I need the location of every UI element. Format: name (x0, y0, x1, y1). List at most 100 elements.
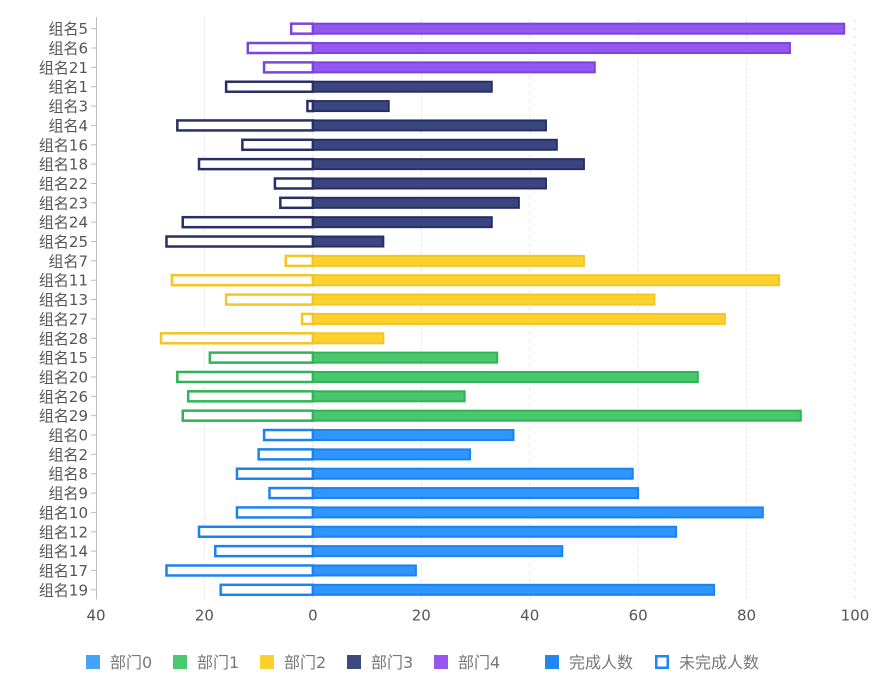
bar-completed[interactable] (311, 100, 390, 113)
legend-swatch (545, 655, 559, 669)
y-tick-label: 组名20 (39, 368, 88, 386)
bar-not-completed[interactable] (165, 564, 315, 577)
bar-completed[interactable] (311, 22, 846, 35)
bar-not-completed[interactable] (246, 41, 315, 55)
bar-not-completed[interactable] (219, 583, 315, 597)
y-tick-label: 组名21 (39, 59, 88, 77)
bar-completed[interactable] (311, 312, 726, 325)
bar-not-completed[interactable] (306, 99, 315, 113)
bars (159, 22, 846, 597)
bar-completed[interactable] (311, 506, 764, 519)
bar-not-completed[interactable] (257, 448, 315, 461)
y-tick-label: 组名12 (39, 523, 88, 541)
bar-completed[interactable] (311, 274, 781, 287)
y-tick-label: 组名26 (39, 388, 88, 406)
bar-completed[interactable] (311, 235, 385, 248)
bar-completed[interactable] (311, 80, 493, 93)
legend-item[interactable]: 部门3 (347, 653, 413, 672)
bar-not-completed[interactable] (181, 215, 315, 229)
y-tick-label: 组名2 (48, 446, 88, 464)
bar-not-completed[interactable] (289, 22, 315, 35)
bar-not-completed[interactable] (197, 157, 315, 171)
y-tick-label: 组名22 (39, 175, 88, 193)
bar-completed[interactable] (311, 196, 520, 209)
bar-completed[interactable] (311, 138, 558, 151)
bar-not-completed[interactable] (279, 196, 315, 210)
bar-completed[interactable] (311, 409, 802, 422)
y-tick-label: 组名18 (39, 156, 88, 174)
y-tick-label: 组名28 (39, 330, 88, 348)
y-tick-label: 组名14 (39, 543, 88, 561)
legend-label: 未完成人数 (679, 653, 759, 672)
legend-item[interactable]: 部门1 (173, 653, 239, 672)
bar-not-completed[interactable] (176, 370, 315, 384)
legend-item[interactable]: 部门0 (86, 653, 152, 672)
bar-completed[interactable] (311, 293, 656, 306)
bar-completed[interactable] (311, 583, 716, 596)
bar-not-completed[interactable] (235, 506, 315, 519)
bar-completed[interactable] (311, 370, 699, 383)
y-tick-label: 组名9 (48, 485, 88, 503)
y-tick-label: 组名16 (39, 136, 88, 154)
bar-completed[interactable] (311, 545, 564, 558)
legend-item[interactable]: 完成人数 (545, 653, 633, 672)
bar-completed[interactable] (311, 429, 515, 442)
bar-not-completed[interactable] (241, 138, 315, 152)
bar-not-completed[interactable] (262, 428, 315, 442)
bar-not-completed[interactable] (186, 390, 315, 403)
bar-completed[interactable] (311, 390, 466, 403)
bar-completed[interactable] (311, 448, 472, 461)
x-tick-label: 20 (195, 607, 214, 625)
y-tick-label: 组名23 (39, 194, 88, 212)
y-tick-label: 组名7 (48, 252, 88, 270)
legend-item[interactable]: 未完成人数 (655, 653, 759, 672)
bar-not-completed[interactable] (197, 525, 315, 539)
bar-not-completed[interactable] (300, 312, 315, 326)
x-tick-label: 0 (308, 607, 318, 625)
bar-not-completed[interactable] (268, 486, 315, 500)
legend-item[interactable]: 部门2 (260, 653, 326, 672)
legend[interactable]: 部门0 部门1 部门2 部门3 部门4 完成人数 未完成人数 (86, 653, 759, 672)
y-tick-label: 组名4 (48, 117, 88, 135)
y-tick-label: 组名6 (48, 40, 88, 58)
bar-completed[interactable] (311, 158, 585, 171)
x-tick-label: 100 (841, 607, 870, 625)
y-tick-label: 组名19 (39, 581, 88, 599)
bar-completed[interactable] (311, 487, 640, 500)
legend-label: 部门0 (110, 653, 152, 672)
bar-not-completed[interactable] (273, 177, 315, 190)
bar-completed[interactable] (311, 254, 585, 267)
legend-item[interactable]: 部门4 (434, 653, 500, 672)
bar-not-completed[interactable] (235, 467, 315, 480)
legend-swatch (655, 655, 669, 669)
bar-completed[interactable] (311, 525, 678, 538)
bar-not-completed[interactable] (165, 235, 315, 248)
bar-not-completed[interactable] (284, 254, 315, 268)
y-tick-label: 组名27 (39, 310, 88, 328)
bar-not-completed[interactable] (208, 351, 315, 364)
bar-completed[interactable] (311, 42, 791, 55)
bar-not-completed[interactable] (176, 119, 315, 132)
bar-completed[interactable] (311, 61, 596, 74)
y-tick-label: 组名3 (48, 98, 88, 116)
bar-completed[interactable] (311, 119, 547, 132)
bar-not-completed[interactable] (159, 332, 315, 345)
grid-lines (203, 19, 856, 600)
bar-not-completed[interactable] (224, 293, 315, 306)
bar-completed[interactable] (311, 177, 547, 190)
bar-not-completed[interactable] (224, 80, 315, 93)
bar-completed[interactable] (311, 564, 417, 577)
bar-completed[interactable] (311, 351, 499, 364)
bar-not-completed[interactable] (181, 409, 315, 422)
x-tick-label: 60 (629, 607, 648, 625)
bar-completed[interactable] (311, 467, 634, 480)
bar-not-completed[interactable] (214, 544, 315, 558)
y-tick-label: 组名10 (39, 504, 88, 522)
bar-not-completed[interactable] (262, 61, 315, 74)
bar-completed[interactable] (311, 332, 385, 345)
bar-not-completed[interactable] (170, 273, 315, 287)
y-tick-label: 组名5 (48, 20, 88, 38)
bar-completed[interactable] (311, 216, 493, 229)
legend-swatch (86, 655, 100, 669)
y-tick-label: 组名17 (39, 562, 88, 580)
